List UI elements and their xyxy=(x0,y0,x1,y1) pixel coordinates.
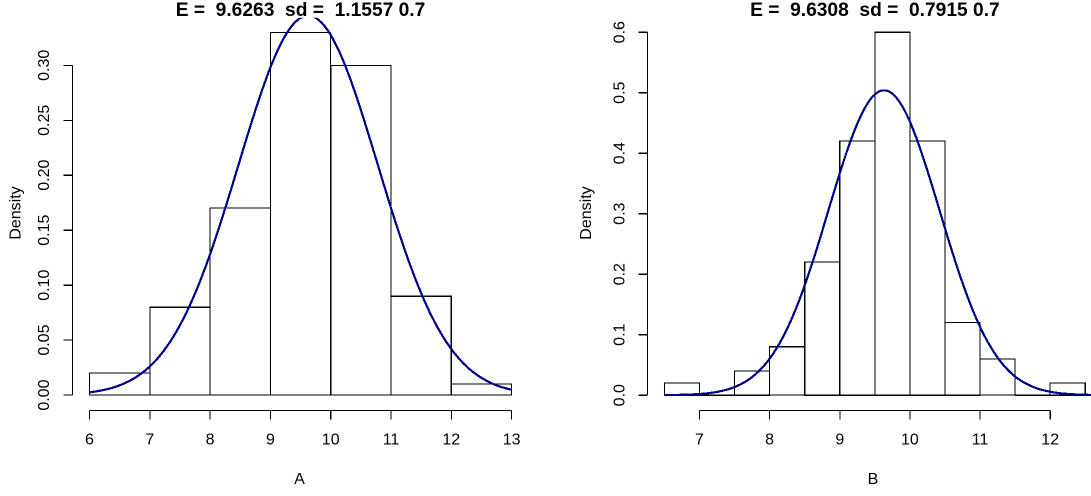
svg-text:0.5: 0.5 xyxy=(612,81,629,103)
svg-text:10: 10 xyxy=(322,432,340,449)
svg-text:11: 11 xyxy=(383,432,400,449)
svg-text:10: 10 xyxy=(901,432,919,449)
svg-text:12: 12 xyxy=(442,432,460,449)
svg-text:0.30: 0.30 xyxy=(36,50,53,81)
svg-text:8: 8 xyxy=(206,432,215,449)
svg-text:8: 8 xyxy=(765,432,774,449)
svg-text:13: 13 xyxy=(503,432,521,449)
svg-text:0.1: 0.1 xyxy=(612,323,629,345)
svg-text:0.15: 0.15 xyxy=(36,215,53,246)
svg-text:A: A xyxy=(294,471,305,488)
svg-text:E = 9.6263 sd = 1.1557 0.7: E = 9.6263 sd = 1.1557 0.7 xyxy=(176,0,426,21)
svg-text:0.10: 0.10 xyxy=(36,270,53,301)
svg-text:0.05: 0.05 xyxy=(36,324,53,355)
svg-text:0.00: 0.00 xyxy=(36,379,53,410)
svg-text:9: 9 xyxy=(835,432,844,449)
svg-text:9: 9 xyxy=(266,432,275,449)
svg-text:12: 12 xyxy=(1041,432,1059,449)
svg-text:7: 7 xyxy=(145,432,154,449)
svg-text:0.25: 0.25 xyxy=(36,105,53,136)
svg-text:7: 7 xyxy=(695,432,704,449)
svg-text:E = 9.6308 sd = 0.7915 0.7: E = 9.6308 sd = 0.7915 0.7 xyxy=(750,0,1000,21)
svg-text:B: B xyxy=(868,471,879,488)
svg-text:0.3: 0.3 xyxy=(612,202,629,224)
svg-text:Density: Density xyxy=(578,186,595,239)
svg-text:0.2: 0.2 xyxy=(612,263,629,285)
svg-text:Density: Density xyxy=(7,186,24,239)
svg-text:6: 6 xyxy=(85,432,94,449)
svg-text:0.4: 0.4 xyxy=(612,142,629,164)
svg-text:0.6: 0.6 xyxy=(612,21,629,43)
svg-text:11: 11 xyxy=(972,432,989,449)
svg-text:0.0: 0.0 xyxy=(612,384,629,406)
svg-text:0.20: 0.20 xyxy=(36,160,53,191)
